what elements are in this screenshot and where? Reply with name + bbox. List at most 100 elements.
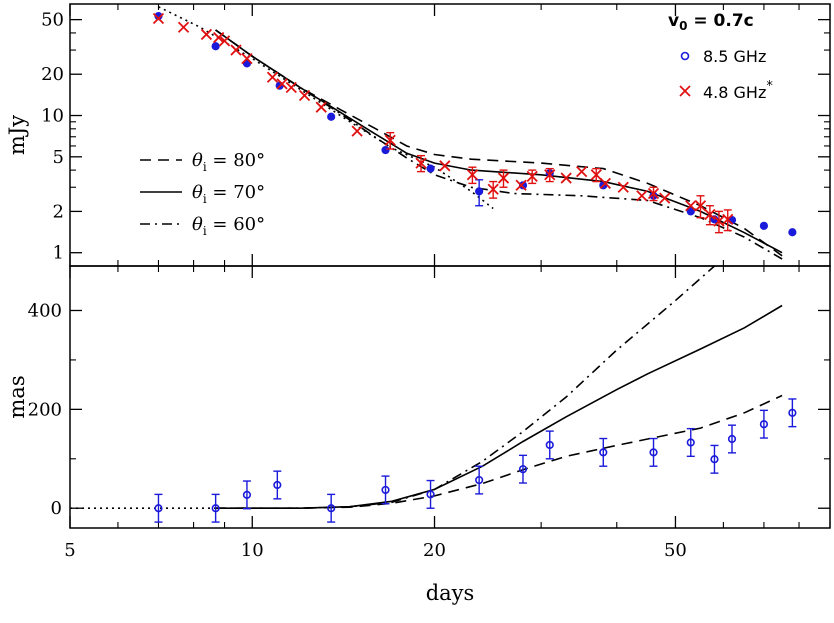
data-point-8-5ghz <box>686 207 695 216</box>
x-marker-stroke <box>617 181 629 193</box>
x-tick-label: 5 <box>64 540 75 561</box>
x-marker-stroke <box>487 183 499 195</box>
data-point-8-5ghz <box>426 479 435 509</box>
model-curve-dashdot <box>215 266 716 509</box>
data-point-4-8ghz <box>298 89 311 102</box>
bottom-panel-frame <box>69 265 831 529</box>
circle-marker <box>381 145 390 155</box>
data-point-8-5ghz <box>686 427 695 458</box>
data-point-8-5ghz <box>518 454 528 484</box>
circle-marker <box>727 434 737 444</box>
circle-marker <box>686 438 695 447</box>
x-tick-label: 10 <box>241 540 264 561</box>
x-marker-stroke <box>415 157 427 169</box>
data-point-8-5ghz <box>327 493 336 523</box>
y-tick-label: 50 <box>41 10 64 31</box>
x-tick-label: 20 <box>423 540 446 561</box>
circle-marker <box>154 504 163 513</box>
data-point-4-8ghz <box>694 195 707 219</box>
x-marker-stroke <box>515 179 527 191</box>
data-point-4-8ghz <box>487 180 499 199</box>
circle-marker <box>273 480 282 490</box>
model-curve-solid <box>215 29 783 254</box>
legend-points: 8.5 GHz 4.8 GHz* <box>679 47 773 102</box>
x-marker-stroke <box>384 134 396 146</box>
x-marker-stroke <box>576 165 588 178</box>
data-point-4-8ghz <box>544 167 556 183</box>
data-point-4-8ghz <box>177 21 190 33</box>
x-marker-stroke <box>298 89 311 102</box>
x-marker-stroke <box>200 28 213 41</box>
circle-marker <box>327 112 336 121</box>
legend-label-8-5: 8.5 GHz <box>703 47 766 66</box>
data-point-8-5ghz <box>788 398 797 428</box>
legend-label-4-8: 4.8 GHz* <box>703 79 773 102</box>
data-point-8-5ghz <box>475 465 484 495</box>
x-marker-stroke <box>351 125 363 137</box>
data-point-8-5ghz <box>727 424 737 454</box>
data-point-4-8ghz <box>497 169 510 188</box>
data-point-8-5ghz <box>154 493 163 523</box>
x-marker-stroke <box>276 78 288 90</box>
data-point-4-8ghz <box>384 131 396 150</box>
y-tick-label: 10 <box>41 106 64 127</box>
circle-marker <box>518 181 528 190</box>
data-point-8-5ghz <box>242 59 252 68</box>
circle-marker <box>475 475 484 485</box>
data-point-8-5ghz <box>649 437 658 467</box>
x-marker-stroke <box>152 12 165 25</box>
circle-marker <box>649 448 658 457</box>
legend-line-label: θi = 60° <box>192 214 265 238</box>
x-marker-stroke <box>285 81 297 94</box>
x-axis-label: days <box>426 581 475 605</box>
legend-line-label: θi = 70° <box>192 182 265 206</box>
circle-marker <box>327 504 336 513</box>
circle-marker <box>686 207 695 216</box>
data-point-4-8ghz <box>218 35 231 47</box>
data-point-4-8ghz <box>241 52 253 65</box>
x-tick-label: 50 <box>664 540 687 561</box>
y-tick-label: 20 <box>41 64 64 85</box>
legend-line-label: θi = 80° <box>192 150 265 174</box>
circle-marker <box>788 408 797 417</box>
top-data-points <box>152 12 797 237</box>
data-point-4-8ghz <box>636 190 648 202</box>
data-point-4-8ghz <box>285 81 297 94</box>
data-point-8-5ghz <box>545 430 554 460</box>
data-point-8-5ghz <box>381 145 390 155</box>
data-point-8-5ghz <box>242 480 252 510</box>
x-marker-stroke <box>439 160 451 172</box>
data-point-4-8ghz <box>266 71 279 83</box>
data-point-4-8ghz <box>213 31 225 44</box>
data-point-8-5ghz <box>518 181 528 190</box>
x-marker-stroke <box>722 213 734 226</box>
data-point-8-5ghz <box>710 444 719 474</box>
data-point-4-8ghz <box>351 125 363 137</box>
bottom-panel-ticks: 5 10 20 50 0 200 400 <box>28 266 831 561</box>
circle-marker <box>599 448 608 457</box>
y-tick-label: 0 <box>51 498 62 519</box>
data-point-4-8ghz <box>599 177 611 190</box>
circle-marker <box>710 455 719 464</box>
data-point-4-8ghz <box>276 78 288 90</box>
x-marker-stroke <box>704 208 716 221</box>
legend-lines: θi = 80° θi = 70° θi = 60° <box>140 150 265 238</box>
x-marker-stroke <box>647 187 660 200</box>
data-point-4-8ghz <box>315 101 327 113</box>
circle-marker <box>788 228 797 237</box>
y-tick-label: 400 <box>28 300 62 321</box>
model-curve-dashed <box>215 29 783 257</box>
circle-marker <box>518 465 528 474</box>
data-point-4-8ghz <box>200 28 213 41</box>
data-point-4-8ghz <box>576 165 588 178</box>
x-marker-stroke <box>266 71 279 83</box>
top-panel-ticks: 1 2 5 10 20 50 <box>41 4 831 266</box>
data-point-4-8ghz <box>515 179 527 191</box>
data-point-4-8ghz <box>560 172 572 184</box>
top-y-axis-label: mJy <box>5 115 29 155</box>
x-marker-stroke <box>466 169 479 181</box>
bottom-y-axis-label: mas <box>5 375 29 418</box>
y-tick-label: 1 <box>53 243 64 264</box>
velocity-annotation: v0 = 0.7c <box>668 11 754 33</box>
data-point-8-5ghz <box>211 42 220 51</box>
